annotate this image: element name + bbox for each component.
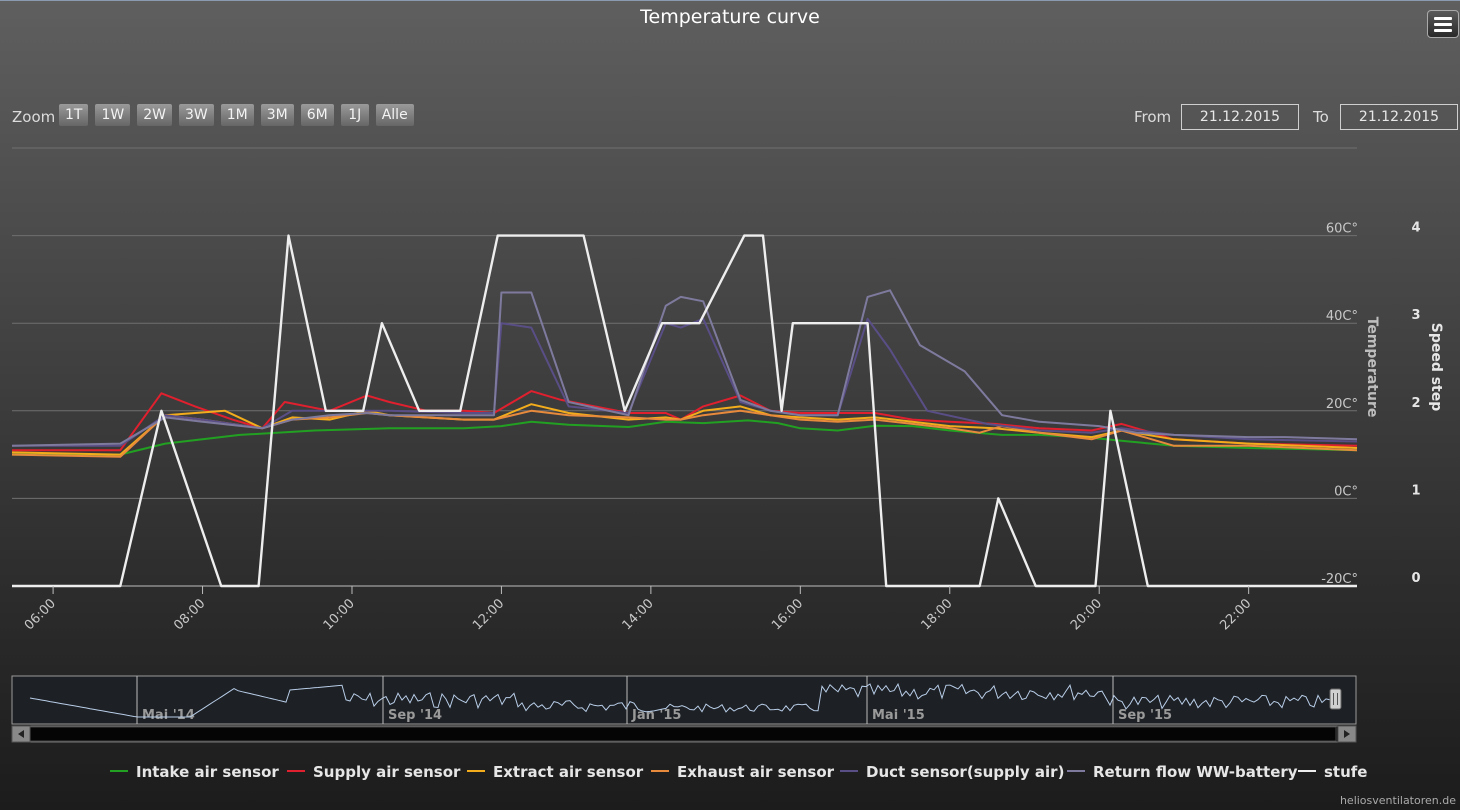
- series-line-duct-sensor-supply-air: [12, 317, 1358, 447]
- legend-item-label: Return flow WW-battery: [1093, 763, 1298, 781]
- speed-tick-label: 0: [1411, 571, 1420, 586]
- export-menu-button[interactable]: [1427, 10, 1459, 38]
- zoom-button-alle[interactable]: Alle: [375, 104, 414, 126]
- speed-axis-title: Speed step: [1428, 323, 1444, 412]
- zoom-button-3m[interactable]: 3M: [260, 104, 294, 126]
- zoom-button-1w[interactable]: 1W: [95, 104, 131, 126]
- temperature-tick-label: 60C°: [1326, 222, 1358, 237]
- navigator-label: Sep '14: [388, 708, 442, 723]
- series-line-stufe: [12, 234, 1357, 588]
- navigator[interactable]: Mai '14 Sep '14 Jan '15 Mai '15 Sep '15: [11, 675, 1357, 743]
- chart-title: Temperature curve: [640, 6, 820, 28]
- menu-bar-icon: [1434, 17, 1452, 20]
- axis-layer: -20C° 0C° 20C° 40C° 60C° 0 1 2 3 4 Temperature Spee…: [22, 221, 1444, 634]
- speed-tick-label: 2: [1411, 396, 1420, 411]
- temperature-tick-label: -20C°: [1321, 572, 1358, 587]
- navigator-handle: [1329, 688, 1342, 710]
- legend-item-label: Extract air sensor: [493, 763, 644, 781]
- navigator-label: Jan '15: [631, 708, 681, 723]
- series-layer: [11, 234, 1358, 588]
- legend-item-label: Supply air sensor: [313, 763, 461, 781]
- navigator-label: Sep '15: [1118, 708, 1172, 723]
- temperature-tick-label: 0C°: [1334, 484, 1358, 499]
- temperature-axis-title: Temperature: [1364, 317, 1380, 418]
- legend: Intake air sensor Supply air sensor Extrac…: [110, 763, 1367, 781]
- legend-item-label: stufe: [1324, 763, 1367, 781]
- menu-bar-icon: [1434, 23, 1452, 26]
- zoom-buttons: 1T 1W 2W 3W 1M 3M 6M 1J Alle: [59, 104, 414, 126]
- series-line-extract-air-sensor: [11, 403, 1358, 456]
- series-line-return-flow-ww-battery: [11, 289, 1358, 447]
- zoom-button-6m[interactable]: 6M: [300, 104, 334, 126]
- series-line-intake-air-sensor: [12, 419, 1358, 456]
- watermark: heliosventilatoren.de: [1339, 794, 1456, 807]
- from-label: From: [1134, 108, 1172, 126]
- speed-tick-label: 3: [1411, 308, 1420, 323]
- to-date-input[interactable]: [1340, 104, 1458, 130]
- navigator-series: [29, 682, 1335, 718]
- grid-layer: [12, 147, 1357, 587]
- zoom-button-1j[interactable]: 1J: [340, 104, 369, 126]
- x-tick-label: 14:00: [620, 596, 657, 633]
- navigator-label: Mai '15: [872, 708, 925, 723]
- x-tick-label: 20:00: [1068, 596, 1105, 633]
- x-tick-label: 22:00: [1217, 596, 1254, 633]
- zoom-button-1m[interactable]: 1M: [220, 104, 254, 126]
- x-tick-label: 12:00: [470, 596, 507, 633]
- x-tick-label: 10:00: [321, 596, 358, 633]
- temperature-tick-label: 40C°: [1326, 309, 1358, 324]
- x-tick-label: 16:00: [769, 596, 806, 633]
- legend-item-label: Duct sensor(supply air): [866, 763, 1064, 781]
- legend-item-label: Exhaust air sensor: [677, 763, 835, 781]
- legend-item-label: Intake air sensor: [136, 763, 279, 781]
- scrollbar-thumb: [29, 726, 1337, 742]
- menu-bar-icon: [1434, 29, 1452, 32]
- temperature-tick-label: 20C°: [1326, 397, 1358, 412]
- zoom-button-3w[interactable]: 3W: [178, 104, 214, 126]
- to-label: To: [1313, 108, 1329, 126]
- x-tick-label: 08:00: [171, 596, 208, 633]
- x-tick-label: 06:00: [22, 596, 59, 633]
- series-line-supply-air-sensor: [12, 390, 1358, 452]
- arrow-left-icon: [18, 730, 24, 738]
- speed-tick-label: 1: [1411, 483, 1420, 498]
- from-date-input[interactable]: [1181, 104, 1299, 130]
- x-tick-label: 18:00: [918, 596, 955, 633]
- zoom-label: Zoom: [12, 108, 56, 126]
- zoom-button-1t[interactable]: 1T: [59, 104, 89, 126]
- speed-tick-label: 4: [1411, 221, 1420, 236]
- top-border: [0, 0, 1460, 1]
- arrow-right-icon: [1344, 730, 1350, 738]
- zoom-button-2w[interactable]: 2W: [137, 104, 172, 126]
- navigator-label: Mai '14: [142, 708, 195, 723]
